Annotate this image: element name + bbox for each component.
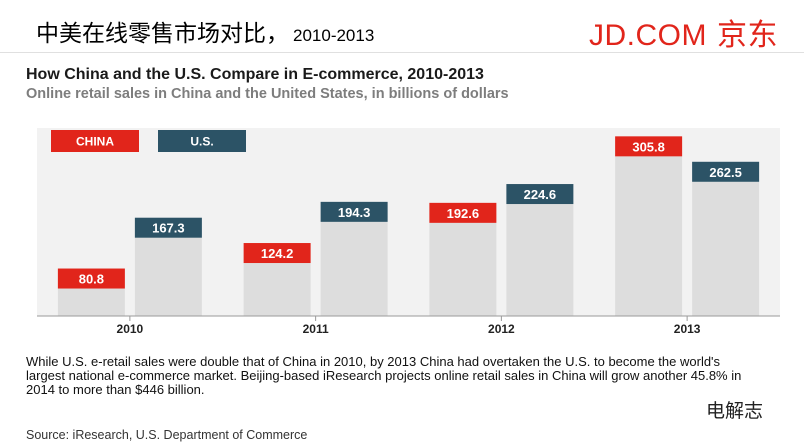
bar-us-2010 — [134, 237, 202, 316]
slide-title-years: 2010-2013 — [293, 26, 375, 45]
bar-us-2012 — [506, 204, 574, 316]
data-label-us-2013: 262.5 — [709, 165, 742, 180]
bar-china-2013 — [615, 156, 683, 316]
x-tick-label-2013: 2013 — [674, 322, 701, 336]
bar-us-2011 — [320, 221, 388, 316]
bar-label-bg-china-2012 — [429, 202, 497, 223]
data-label-china-2010: 80.8 — [79, 272, 104, 287]
x-tick-label-2010: 2010 — [117, 322, 144, 336]
chart-title: How China and the U.S. Compare in E-comm… — [26, 66, 484, 83]
legend-swatch-china — [51, 130, 139, 152]
chart-subtitle: Online retail sales in China and the Uni… — [26, 86, 509, 102]
bar-label-bg-us-2010 — [134, 217, 202, 238]
bar-label-bg-china-2010 — [57, 268, 125, 289]
bar-china-2010 — [57, 288, 125, 316]
x-tick-label-2011: 2011 — [303, 322, 329, 336]
legend-swatch-us — [158, 130, 246, 152]
bar-label-bg-us-2011 — [320, 201, 388, 222]
logo-cn-text: 京东 — [717, 18, 778, 53]
legend-label-china: CHINA — [76, 135, 114, 149]
header-divider — [0, 52, 804, 53]
logo-text: JD.COM — [589, 19, 707, 52]
slide-title-text: 中美在线零售市场对比， — [36, 21, 289, 47]
data-label-us-2010: 167.3 — [152, 221, 185, 236]
legend-label-us: U.S. — [190, 135, 213, 149]
bar-label-bg-us-2013 — [692, 161, 760, 182]
chart-note: While U.S. e-retail sales were double th… — [26, 354, 742, 397]
jd-logo: JD.COM 京东 — [589, 10, 778, 54]
data-label-us-2012: 224.6 — [524, 187, 557, 202]
watermark: 电解志 — [706, 400, 764, 422]
bar-label-bg-us-2012 — [506, 184, 574, 205]
bar-china-2012 — [429, 222, 497, 316]
data-label-china-2013: 305.8 — [632, 139, 665, 154]
slide-title: 中美在线零售市场对比， 2010-2013 — [36, 14, 374, 48]
x-tick-label-2012: 2012 — [488, 322, 515, 336]
data-label-china-2011: 124.2 — [261, 246, 294, 261]
bar-china-2011 — [243, 263, 311, 316]
data-label-china-2012: 192.6 — [447, 206, 480, 221]
data-label-us-2011: 194.3 — [338, 205, 371, 220]
bar-label-bg-china-2011 — [243, 243, 311, 264]
source-note: Source: iResearch, U.S. Department of Co… — [26, 428, 308, 442]
bar-us-2013 — [692, 181, 760, 316]
bar-label-bg-china-2013 — [615, 136, 683, 157]
